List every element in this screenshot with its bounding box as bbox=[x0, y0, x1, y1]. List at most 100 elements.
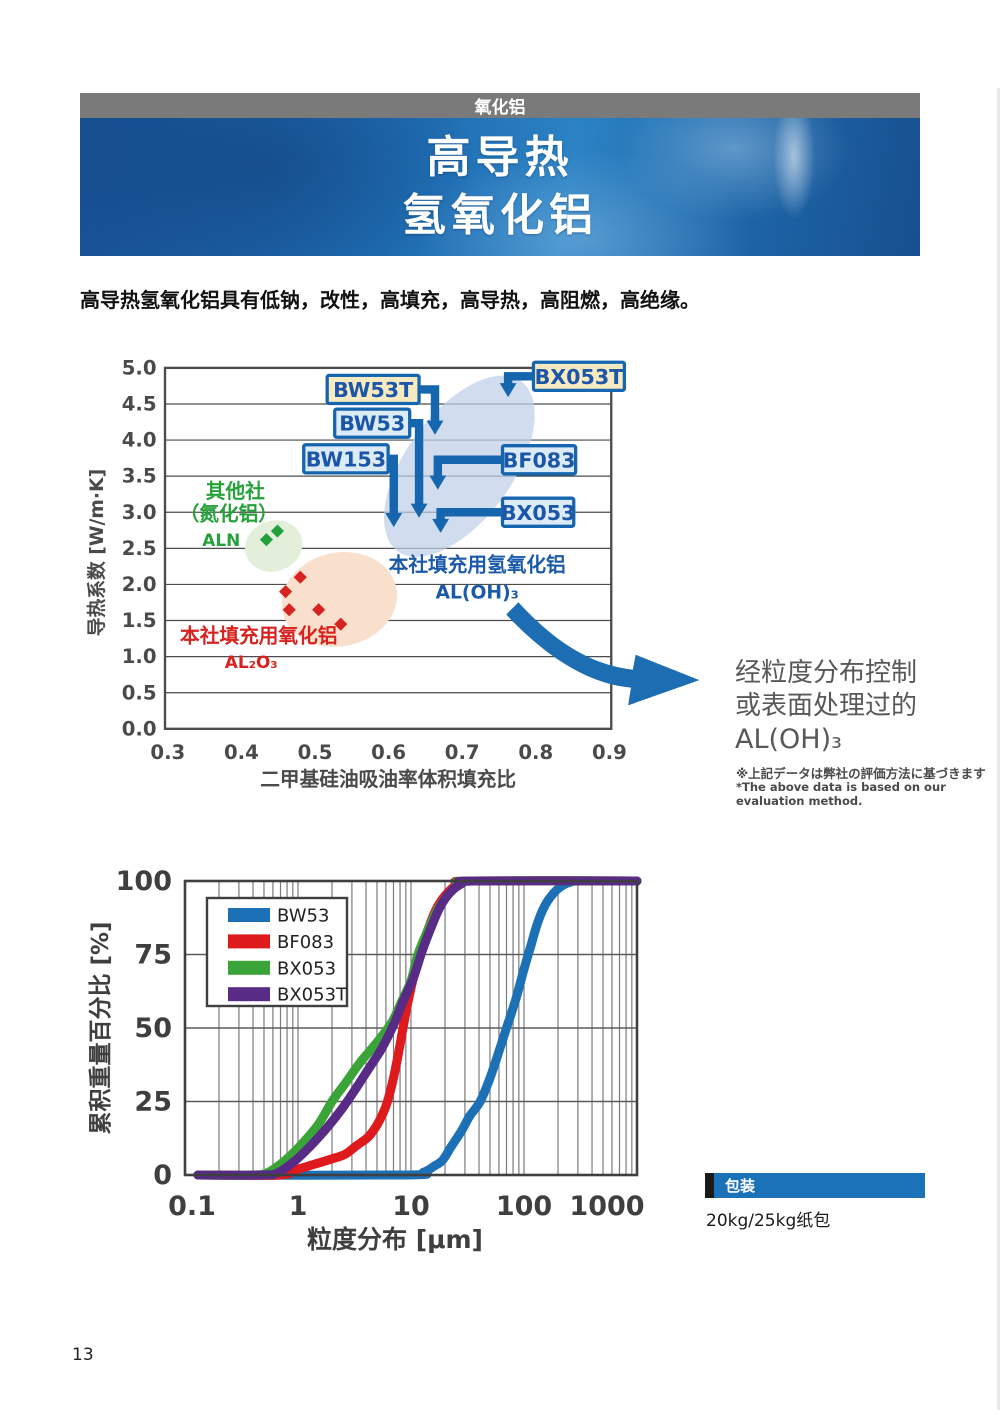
category-bar: 氧化铝 bbox=[80, 93, 920, 118]
product-label: BW53T bbox=[333, 378, 413, 402]
y-tick-label: 2.0 bbox=[122, 573, 157, 596]
arrow-note-text: 经粒度分布控制 或表面处理过的 AL(OH)₃ bbox=[735, 657, 945, 756]
packaging-section: 包装 bbox=[705, 1173, 925, 1198]
callout-connector bbox=[388, 454, 398, 514]
x-tick-label: 0.4 bbox=[224, 741, 259, 764]
product-label: BW53 bbox=[339, 412, 405, 436]
data-point-diamond bbox=[259, 533, 273, 547]
intro-text: 高导热氢氧化铝具有低钠，改性，高填充，高导热，高阻燃，高绝缘。 bbox=[80, 288, 700, 312]
product-label-box bbox=[333, 407, 412, 439]
page-title-line1: 高导热 bbox=[426, 132, 574, 183]
callout-arrowhead-icon bbox=[426, 420, 444, 435]
product-label-box bbox=[325, 373, 421, 406]
legend-label-BW53: BW53 bbox=[277, 906, 329, 927]
data-point-diamond bbox=[312, 603, 326, 617]
y-tick-label: 4.5 bbox=[122, 393, 157, 416]
other-company-label-line1: 其他社 bbox=[206, 480, 265, 503]
legend-label-BX053: BX053 bbox=[277, 958, 336, 979]
data-point-diamond bbox=[293, 570, 307, 584]
chart2-frame bbox=[183, 879, 639, 1177]
data-point-diamond bbox=[334, 617, 348, 631]
y-tick-label: 50 bbox=[134, 1013, 172, 1044]
y-tick-label: 25 bbox=[134, 1087, 172, 1118]
page-edge-shading bbox=[997, 88, 1000, 1410]
alumina-formula-label: AL₂O₃ bbox=[225, 652, 278, 672]
y-tick-label: 3.5 bbox=[122, 465, 157, 488]
x-tick-label: 0.8 bbox=[518, 741, 553, 764]
packaging-value: 20kg/25kg纸包 bbox=[706, 1211, 831, 1231]
chart2-x-axis-title: 粒度分布 [μm] bbox=[307, 1225, 483, 1254]
data-point-diamond bbox=[270, 524, 285, 538]
callout-arrowhead-icon bbox=[432, 518, 450, 533]
packaging-accent-block bbox=[705, 1173, 714, 1198]
x-tick-label: 0.3 bbox=[150, 741, 185, 764]
chart1-y-axis-title: 导热系数 [W/m·K] bbox=[85, 469, 108, 636]
hydroxide-label: 本社填充用氢氧化铝 bbox=[389, 553, 566, 576]
arrow-note-line2: 或表面处理过的 bbox=[735, 691, 918, 721]
callout-arrowhead-icon bbox=[410, 503, 428, 518]
product-label-box bbox=[500, 496, 576, 528]
series-curve-BX053T bbox=[193, 876, 642, 1180]
alumina-group-ellipse bbox=[281, 552, 398, 647]
product-label: BF083 bbox=[503, 448, 576, 472]
callout-connector bbox=[433, 455, 503, 477]
aln-formula-label: ALN bbox=[202, 530, 240, 550]
y-tick-label: 2.5 bbox=[122, 537, 157, 560]
arrow-note-line1: 经粒度分布控制 bbox=[735, 658, 918, 688]
curved-arrow-icon bbox=[506, 602, 700, 706]
product-label: BW153 bbox=[306, 447, 386, 471]
legend-swatch-BX053 bbox=[228, 960, 270, 975]
y-tick-label: 3.0 bbox=[122, 501, 157, 524]
x-tick-label: 1000 bbox=[569, 1191, 644, 1222]
title-banner: 高导热 氢氧化铝 bbox=[80, 118, 920, 256]
page-number: 13 bbox=[72, 1345, 94, 1365]
packaging-heading: 包装 bbox=[725, 1177, 756, 1195]
legend-label-BX053T: BX053T bbox=[277, 985, 348, 1006]
y-tick-label: 5.0 bbox=[122, 356, 157, 379]
y-tick-label: 1.5 bbox=[122, 609, 157, 632]
chart2-y-axis-title: 累积重量百分比 [%] bbox=[88, 921, 114, 1134]
y-tick-label: 4.0 bbox=[122, 429, 157, 452]
product-label-box bbox=[302, 443, 390, 475]
y-tick-label: 0.5 bbox=[122, 681, 157, 704]
legend-swatch-BW53 bbox=[228, 908, 270, 922]
product-label: BX053 bbox=[501, 501, 576, 525]
chart2-tick-labels: 0 25 50 75 100 0.1 1 10 100 1000 bbox=[116, 866, 645, 1222]
x-tick-label: 0.9 bbox=[592, 741, 627, 764]
callout-arrowhead-icon bbox=[429, 475, 447, 490]
y-tick-label: 0 bbox=[153, 1160, 172, 1191]
y-tick-label: 100 bbox=[116, 866, 172, 897]
packaging-heading-bar: 包装 bbox=[714, 1173, 925, 1198]
callout-arrowhead-icon bbox=[385, 513, 403, 528]
chart1-data-points bbox=[259, 524, 348, 631]
data-point-diamond bbox=[282, 603, 296, 617]
particle-size-distribution-chart: BW53 BF083 BX053 BX053T 0 25 50 75 100 0.1 1 10 100… bbox=[88, 866, 645, 1254]
x-tick-label: 0.1 bbox=[168, 1191, 216, 1222]
chart1-x-axis-title: 二甲基硅油吸油率体积填充比 bbox=[260, 768, 516, 791]
x-tick-label: 100 bbox=[496, 1191, 552, 1222]
chart1-frame bbox=[163, 366, 613, 730]
callout-connector bbox=[503, 372, 534, 385]
alumina-label: 本社填充用氧化铝 bbox=[180, 625, 337, 648]
callout-arrowhead-icon bbox=[499, 383, 517, 398]
thermal-conductivity-chart: BW53T BX053T BW53 BW153 BF083 BX053 0.0 0.5 1.0… bbox=[85, 356, 700, 791]
hydroxide-formula-label: AL(OH)₃ bbox=[435, 583, 518, 604]
arrow-note-formula: AL(OH)₃ bbox=[735, 724, 842, 755]
series-curve-BW53 bbox=[193, 876, 642, 1180]
category-label: 氧化铝 bbox=[474, 98, 526, 118]
aln-group-ellipse bbox=[245, 520, 303, 572]
footnote-english: *The above data is based on our evaluati… bbox=[736, 780, 946, 808]
x-tick-label: 10 bbox=[392, 1191, 430, 1222]
chart1-product-callouts: BW53T BX053T BW53 BW153 BF083 BX053 bbox=[302, 360, 627, 533]
chart2-legend: BW53 BF083 BX053 BX053T bbox=[205, 896, 349, 1008]
other-company-label-line2: （氮化铝） bbox=[180, 503, 278, 526]
legend-swatch-BF083 bbox=[228, 934, 270, 949]
legend-swatch-BX053T bbox=[228, 987, 270, 1002]
product-label-box bbox=[531, 360, 627, 393]
product-label-box bbox=[500, 444, 578, 476]
x-tick-label: 0.6 bbox=[371, 741, 406, 764]
callout-connector bbox=[419, 385, 440, 422]
x-tick-label: 1 bbox=[289, 1191, 308, 1222]
chart1-tick-labels: 0.0 0.5 1.0 1.5 2.0 2.5 3.0 3.5 4.0 4.5 5.0 0.3 0.4 0… bbox=[122, 356, 627, 763]
